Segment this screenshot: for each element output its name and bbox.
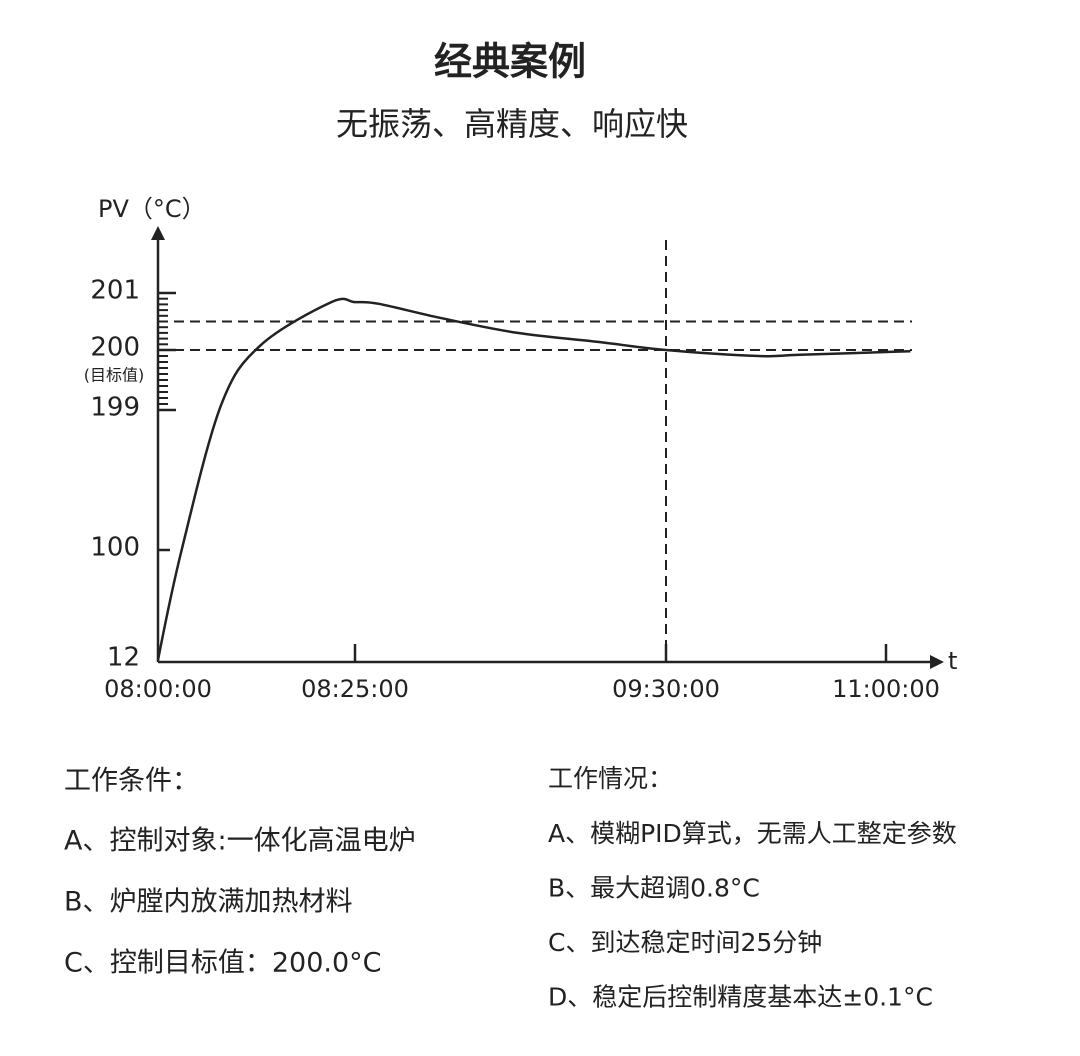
target-note: (目标值) (84, 366, 145, 385)
y-tick-label: 100 (90, 533, 140, 563)
y-tick-label: 201 (90, 276, 140, 306)
pv-line (156, 297, 911, 661)
x-tick-label: 09:30:00 (612, 675, 720, 703)
y-tick-label: 200 (90, 333, 140, 363)
y-tick-label: 12 (107, 643, 140, 673)
x-tick-label: 08:00:00 (104, 675, 212, 703)
result-item: C、到达稳定时间25分钟 (548, 928, 822, 957)
x-tick-label: 11:00:00 (832, 675, 940, 703)
results-heading: 工作情况： (548, 764, 673, 793)
result-item: A、模糊PID算式，无需人工整定参数 (548, 819, 957, 848)
y-arrow (151, 226, 165, 240)
y-tick-label: 199 (90, 393, 140, 423)
subtitle: 无振荡、高精度、响应快 (336, 105, 688, 143)
y-axis-label: PV（°C） (98, 195, 206, 223)
condition-item: B、炉膛内放满加热材料 (64, 887, 353, 918)
condition-item: C、控制目标值：200.0°C (64, 948, 382, 979)
result-item: D、稳定后控制精度基本达±0.1°C (548, 983, 933, 1012)
title: 经典案例 (434, 40, 586, 84)
x-tick-label: 08:25:00 (301, 675, 409, 703)
conditions-heading: 工作条件： (64, 766, 199, 797)
x-arrow (930, 655, 944, 669)
condition-item: A、控制对象:一体化高温电炉 (64, 826, 416, 857)
result-item: B、最大超调0.8°C (548, 874, 760, 903)
x-axis-label: t (948, 647, 957, 675)
